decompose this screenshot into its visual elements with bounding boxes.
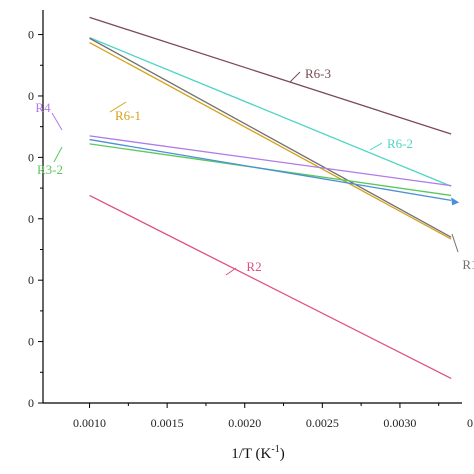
x-tick-label: 0.0010 bbox=[73, 416, 106, 430]
label-leader-r2 bbox=[225, 267, 237, 276]
y-tick-label: 0 bbox=[28, 150, 34, 164]
series-line-r6-2 bbox=[89, 37, 452, 187]
label-leader-r6-3 bbox=[289, 71, 301, 83]
series-line-r6-1 bbox=[89, 41, 452, 240]
series-label-r6-2: R6-2 bbox=[387, 136, 413, 151]
y-tick-label: 0 bbox=[28, 396, 34, 410]
x-axis-title: 1/T (K-1) bbox=[231, 444, 284, 462]
series-line-r6-3 bbox=[89, 16, 452, 135]
y-tick-label: 0 bbox=[28, 89, 34, 103]
series-label-r2: R2 bbox=[246, 259, 261, 274]
x-tick-label: 0.0025 bbox=[306, 416, 339, 430]
arrowhead-icon bbox=[451, 197, 460, 206]
label-leader-r6-2 bbox=[369, 142, 383, 151]
series-label-r6-3: R6-3 bbox=[305, 66, 331, 81]
y-tick-label: 0 bbox=[28, 335, 34, 349]
series-line-r1 bbox=[89, 37, 452, 238]
x-tick-label: 0.0020 bbox=[228, 416, 261, 430]
label-leader-r6-1 bbox=[109, 101, 127, 113]
series-label-r3-2: R3-2 bbox=[37, 162, 63, 177]
x-tick-label: 0.00 bbox=[467, 416, 474, 430]
label-leader-r4 bbox=[51, 112, 63, 131]
series-line-r4 bbox=[89, 135, 452, 187]
series-label-r4: R4 bbox=[35, 100, 51, 115]
y-tick-label: 0 bbox=[28, 28, 34, 42]
label-leader-r3-2 bbox=[53, 146, 63, 163]
series-label-r6-1: R6-1 bbox=[115, 108, 141, 123]
series-layer bbox=[89, 16, 452, 380]
annotation-layer: R6-3 R6-2 R6-1 R4 R3-2 R2 R1 bbox=[35, 66, 474, 276]
x-tick-label: 0.0030 bbox=[383, 416, 416, 430]
series-line-r2 bbox=[89, 194, 452, 380]
y-tick-label: 0 bbox=[28, 212, 34, 226]
series-line-unlabeled bbox=[89, 138, 452, 202]
plot-area: 0.0010 0.0015 0.0020 0.0025 0.0030 0.00 0 0 0 0 0 0… bbox=[28, 10, 474, 430]
label-leader-r1 bbox=[451, 233, 459, 253]
y-tick-label: 0 bbox=[28, 273, 34, 287]
x-tick-label: 0.0015 bbox=[151, 416, 184, 430]
series-label-r1: R1 bbox=[462, 257, 474, 272]
